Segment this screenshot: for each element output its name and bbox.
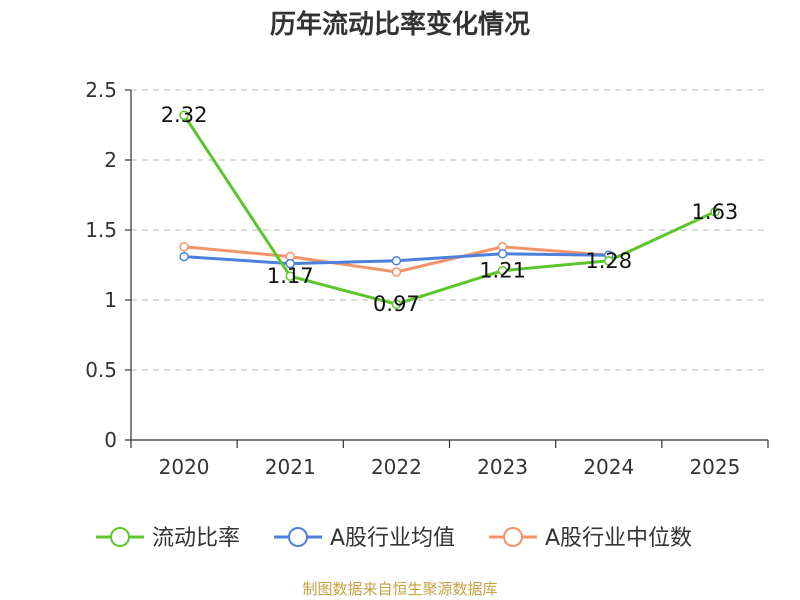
data-point[interactable]: [391, 256, 402, 266]
axes: 0 0.5 1 1.5 2 2.5 2020 2021 2022 2023 2024 2025: [85, 78, 769, 479]
y-tick-label: 1: [104, 288, 117, 312]
data-point[interactable]: [179, 110, 189, 120]
series: [179, 110, 720, 309]
data-point[interactable]: [391, 299, 402, 309]
x-tick-label: 2022: [371, 455, 422, 479]
gridlines: [131, 89, 768, 371]
legend-marker: [288, 527, 308, 547]
x-tick-label: 2025: [689, 455, 740, 479]
x-tick-label: 2020: [159, 455, 210, 479]
data-label: 1.63: [692, 200, 739, 224]
legend-label[interactable]: A股行业均值: [330, 526, 455, 551]
data-label: 1.28: [585, 249, 632, 273]
data-label: 2.32: [161, 103, 208, 127]
data-point[interactable]: [497, 249, 508, 259]
data-point[interactable]: [179, 242, 189, 252]
y-tick-label: 1.5: [85, 218, 117, 242]
data-label: 1.17: [267, 264, 314, 288]
legend[interactable]: 流动比率 A股行业均值 A股行业中位数: [96, 526, 692, 551]
x-tick-label: 2023: [477, 455, 528, 479]
x-tick-label: 2024: [583, 455, 634, 479]
legend-label[interactable]: 流动比率: [152, 526, 240, 551]
data-point[interactable]: [179, 251, 189, 262]
y-tick-label: 2.5: [85, 78, 117, 102]
y-tick-label: 2: [104, 148, 117, 172]
x-tick-label: 2021: [265, 455, 316, 479]
data-point[interactable]: [497, 265, 508, 276]
legend-marker: [110, 527, 130, 547]
data-point[interactable]: [710, 207, 720, 217]
data-point[interactable]: [604, 256, 614, 266]
chart-title: 历年流动比率变化情况: [269, 10, 530, 40]
legend-marker: [503, 527, 523, 547]
y-tick-label: 0.5: [85, 358, 117, 382]
source-note: 制图数据来自恒生聚源数据库: [302, 580, 498, 598]
y-tick-label: 0: [104, 428, 117, 452]
data-point[interactable]: [285, 271, 295, 281]
data-point[interactable]: [285, 258, 295, 269]
data-point[interactable]: [391, 267, 402, 277]
data-label: 1.21: [479, 259, 526, 283]
data-label: 0.97: [373, 292, 420, 316]
data-labels: 2.32 1.17 0.97 1.21 1.28 1.63: [161, 103, 739, 316]
series-line-0: [182, 114, 716, 306]
legend-label[interactable]: A股行业中位数: [545, 526, 692, 551]
